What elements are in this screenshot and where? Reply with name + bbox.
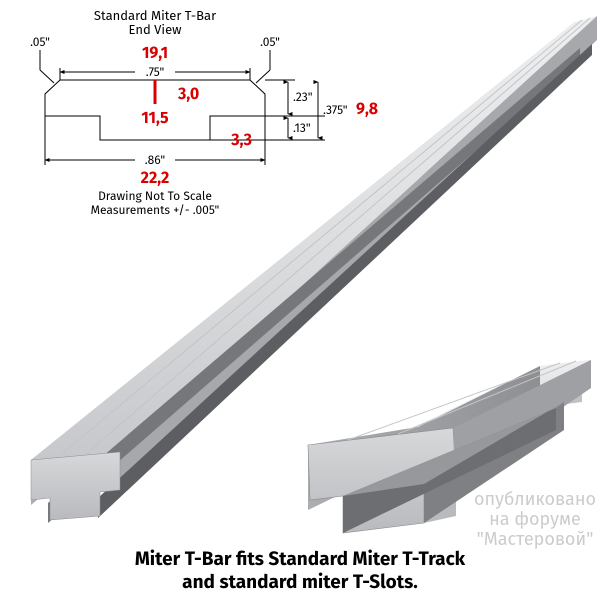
dim-height-mm: 9,8 (356, 100, 378, 119)
svg-text:опубликовано: опубликовано (474, 488, 596, 510)
dim-lip-in: .23" (293, 91, 313, 105)
dim-inner-mm: 11,5 (141, 109, 169, 128)
drawing-subtitle: End View (129, 23, 183, 38)
technical-drawing: Standard Miter T-Bar End View .05" .05" … (30, 9, 378, 218)
dim-base-mm: 22,2 (141, 169, 170, 188)
caption-line1: Miter T-Bar fits Standard Miter T-Track (135, 548, 466, 571)
note-tolerance: Measurements +/- .005" (91, 203, 220, 218)
note-scale: Drawing Not To Scale (98, 190, 212, 204)
drawing-title: Standard Miter T-Bar (94, 9, 216, 24)
dim-leg-in: .13" (293, 122, 311, 136)
svg-text:на форуме: на форуме (489, 508, 581, 530)
dim-top-width-in: .75" (146, 66, 165, 80)
dim-leg-mm: 3,3 (230, 131, 252, 150)
dim-notch-left: .05" (30, 36, 50, 50)
figure: Standard Miter T-Bar End View .05" .05" … (0, 0, 600, 600)
dim-top-width-mm: 19,1 (142, 44, 168, 63)
dim-height-in: .375" (323, 104, 348, 118)
dim-slot-depth-mm: 3,0 (177, 85, 199, 104)
watermark: опубликовано на форуме "Мастеровой" (474, 488, 596, 550)
svg-text:"Мастеровой": "Мастеровой" (477, 528, 594, 550)
dim-notch-right: .05" (260, 36, 280, 50)
caption-line2: and standard miter T-Slots. (182, 571, 418, 594)
dim-base-in: .86" (145, 154, 166, 168)
